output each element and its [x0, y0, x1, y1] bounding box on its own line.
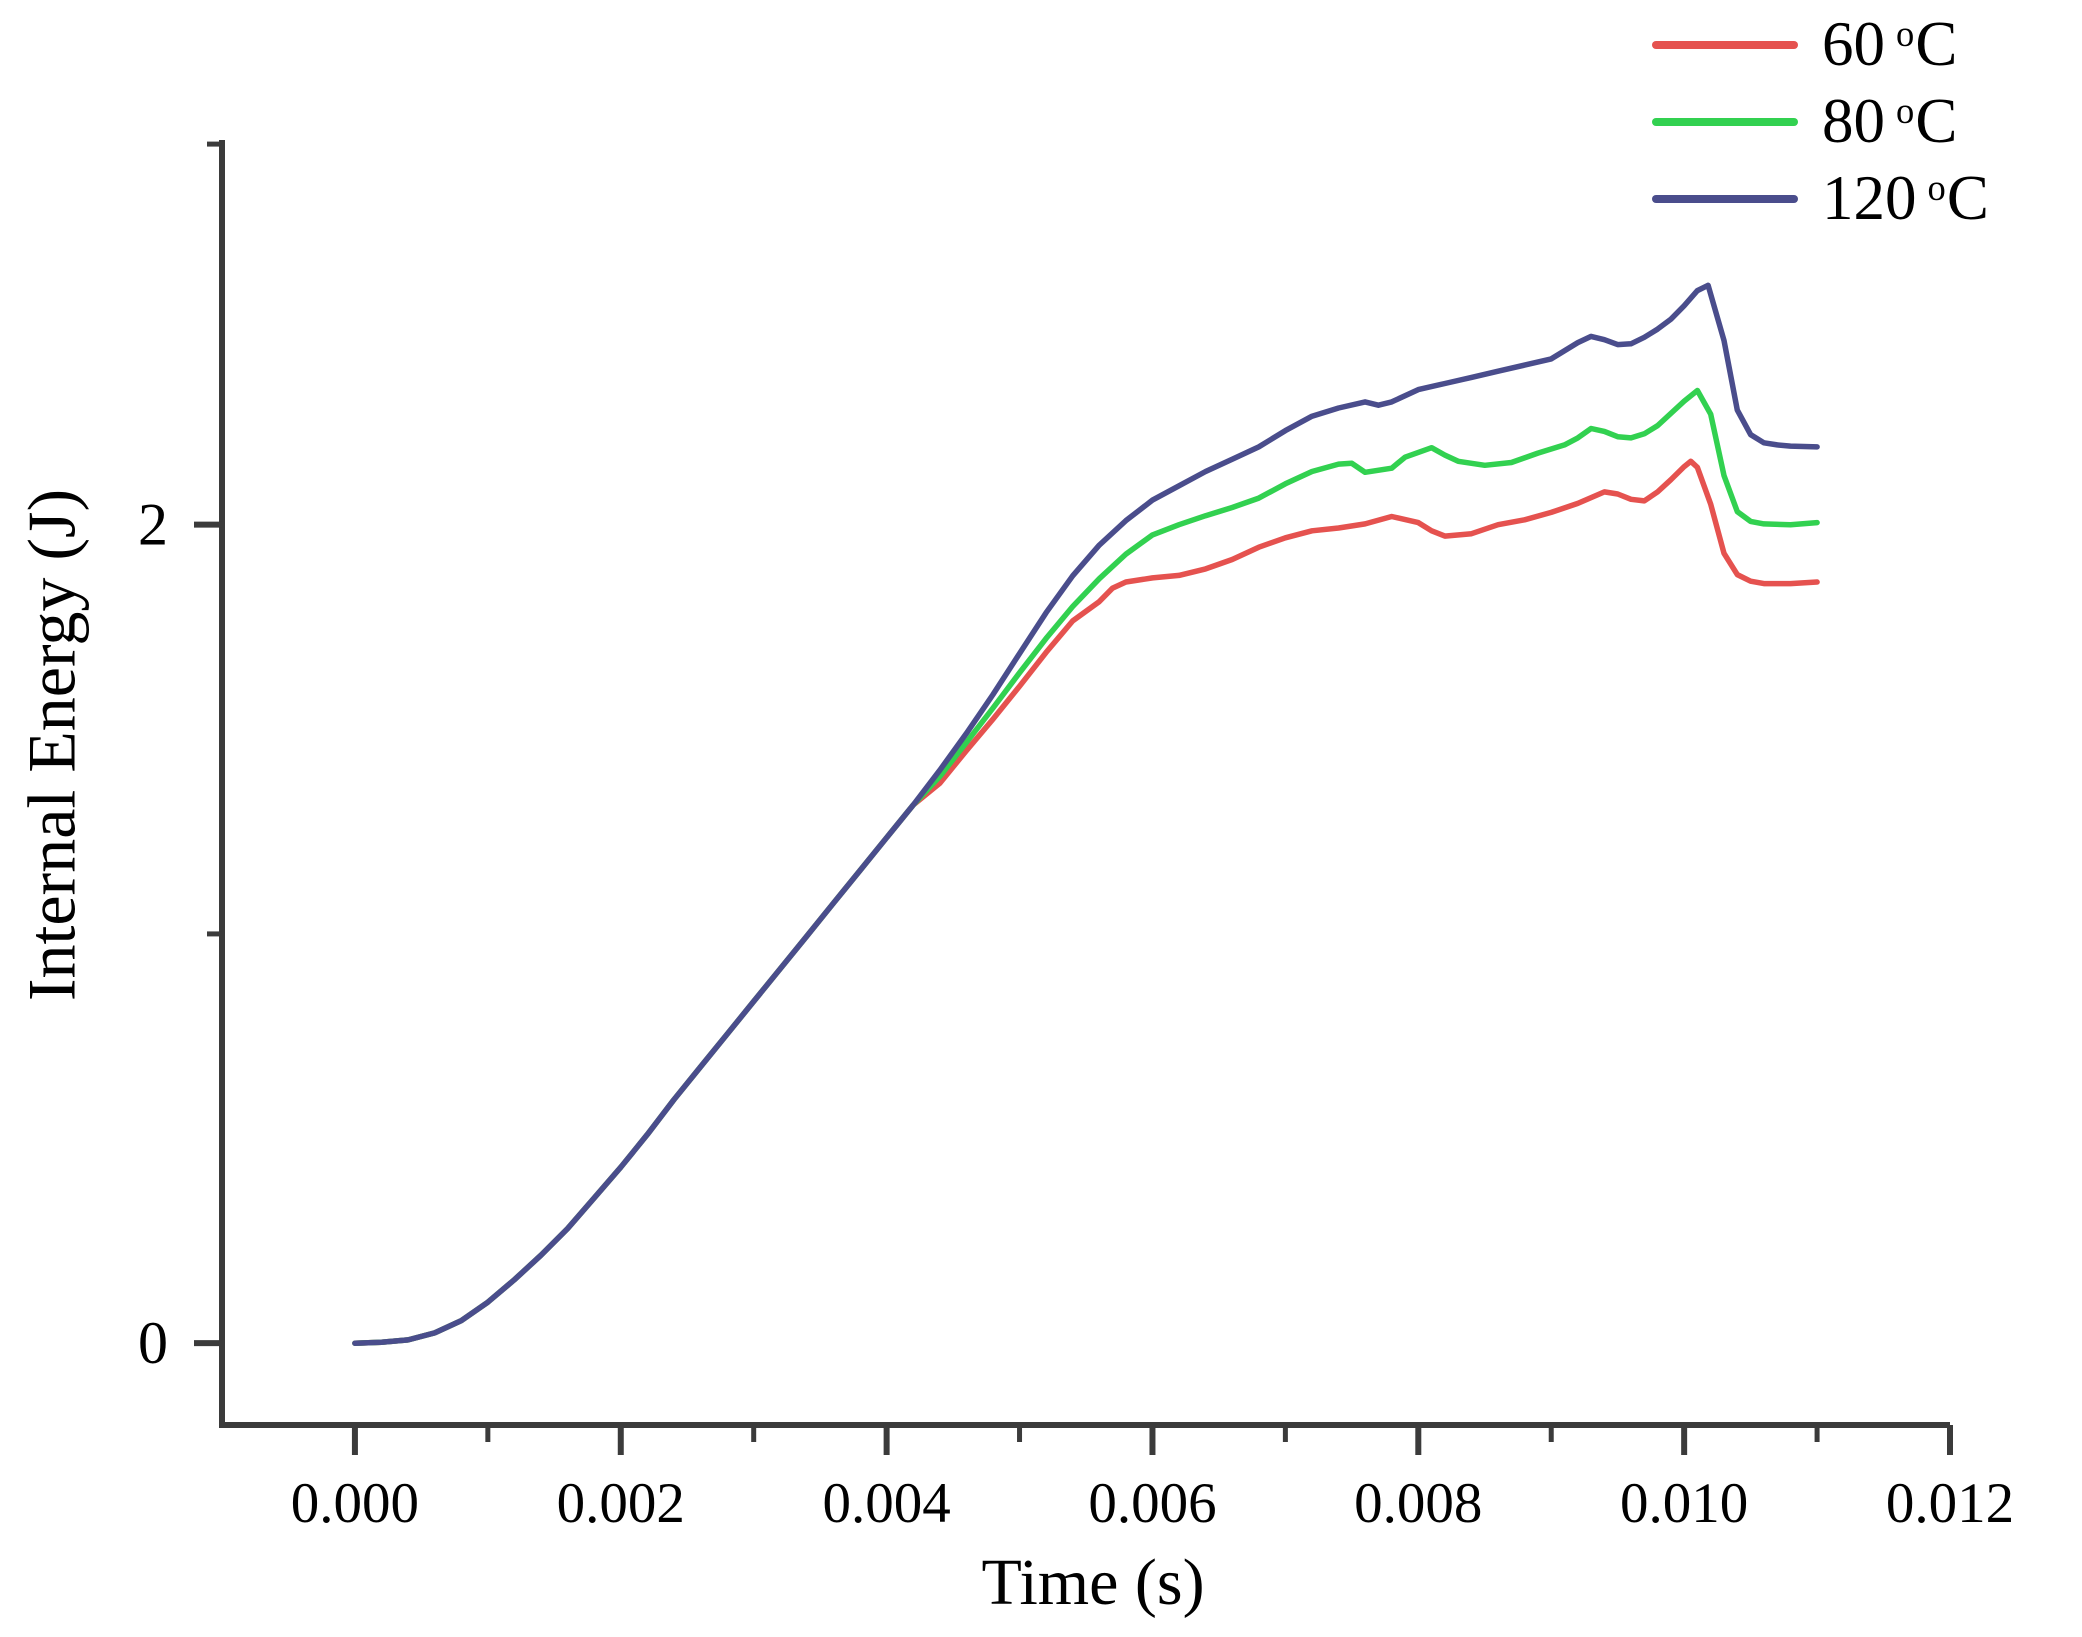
x-axis-title: Time (s) [981, 1546, 1205, 1619]
x-tick-label: 0.004 [822, 1472, 950, 1535]
legend-value-80c: 80 [1822, 86, 1885, 156]
x-tick-label: 0.006 [1088, 1472, 1216, 1535]
x-tick-label: 0.010 [1620, 1472, 1748, 1535]
legend-unit-80c: C [1915, 86, 1958, 156]
legend-swatch-60c-line [1652, 40, 1798, 49]
legend-value-60c: 60 [1822, 9, 1885, 79]
x-tick-label: 0.000 [291, 1472, 419, 1535]
y-tick-label: 2 [138, 492, 168, 558]
legend-item-120c: 120 oC [1652, 160, 1989, 237]
degree-symbol: o [1895, 13, 1915, 54]
legend-item-60c: 60 oC [1652, 6, 1989, 83]
x-tick-label: 0.012 [1886, 1472, 2014, 1535]
legend-swatch-80c-line [1652, 117, 1798, 126]
series-line-120c [352, 282, 1820, 1346]
degree-symbol: o [1927, 167, 1946, 208]
series-line-80c [352, 387, 1820, 1346]
legend-value-120c: 120 [1822, 163, 1917, 233]
legend-label-60c: 60 oC [1822, 13, 1957, 76]
legend-item-80c: 80 oC [1652, 83, 1989, 160]
degree-symbol: o [1895, 90, 1915, 131]
legend-swatch-120c-line [1652, 194, 1798, 203]
x-tick-label: 0.008 [1354, 1472, 1482, 1535]
legend-label-80c: 80 oC [1822, 90, 1957, 153]
y-axis-title: Internal Energy (J) [13, 488, 90, 1002]
legend: 60 oC 80 oC 120 oC [1652, 6, 1989, 237]
legend-label-120c: 120 oC [1822, 167, 1989, 230]
x-tick-label: 0.002 [557, 1472, 685, 1535]
y-tick-label: 0 [138, 1310, 168, 1376]
legend-unit-60c: C [1915, 9, 1958, 79]
legend-unit-120c: C [1946, 163, 1989, 233]
